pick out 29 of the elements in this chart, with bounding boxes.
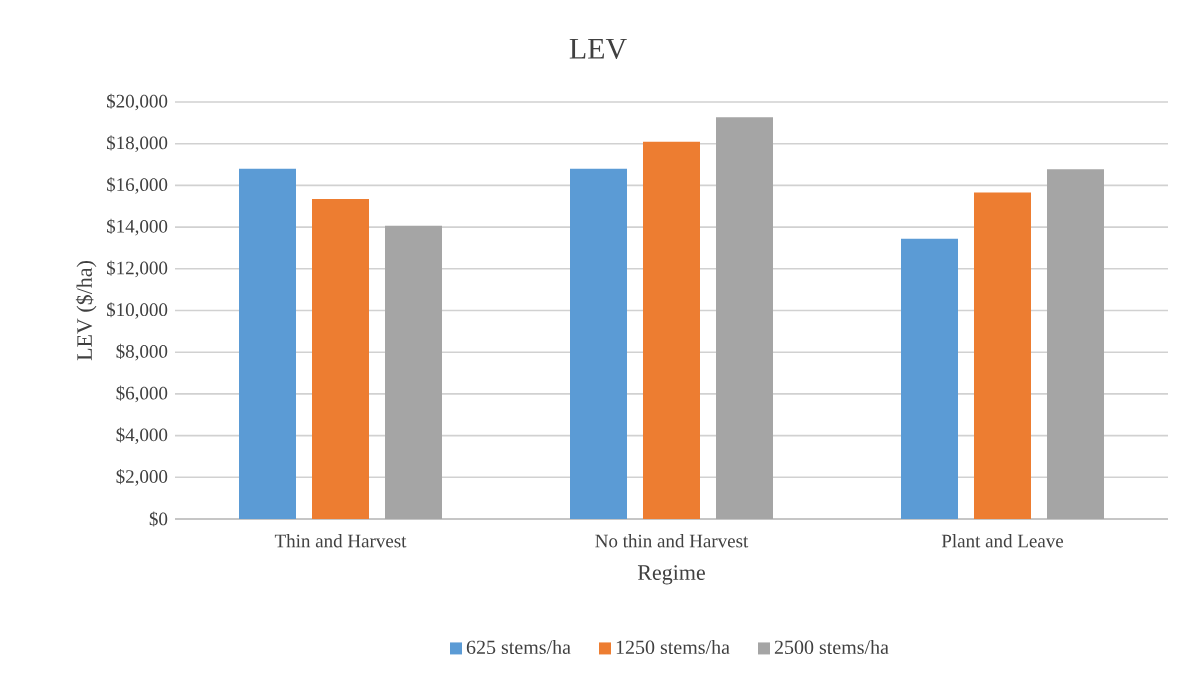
- y-tick-label: $20,000: [107, 93, 168, 111]
- x-tick-label: No thin and Harvest: [595, 534, 749, 548]
- bar: [312, 198, 369, 519]
- bar: [570, 168, 627, 519]
- bar: [385, 225, 442, 519]
- bar: [716, 117, 773, 519]
- y-tick-label: $10,000: [107, 302, 168, 319]
- legend-label: 1250 stems/ha: [616, 639, 730, 655]
- bar: [901, 238, 958, 519]
- y-tick-label: $14,000: [107, 218, 168, 236]
- legend-label: 625 stems/ha: [466, 639, 571, 655]
- y-tick-label: $4,000: [116, 427, 168, 444]
- y-tick-label: $16,000: [107, 177, 168, 194]
- y-tick-label: $12,000: [107, 260, 168, 278]
- y-tick-label: $18,000: [107, 135, 168, 153]
- y-tick-label: $0: [149, 511, 168, 527]
- y-tick-label: $8,000: [116, 343, 168, 361]
- legend-label: 2500 stems/ha: [774, 639, 889, 655]
- y-tick-label: $6,000: [116, 385, 168, 403]
- x-axis-title: Regime: [637, 565, 705, 585]
- bar: [643, 141, 700, 519]
- y-axis-title: LEV ($/ha): [75, 261, 97, 361]
- x-tick-label: Thin and Harvest: [274, 534, 407, 548]
- bar: [239, 168, 296, 519]
- chart-title: LEV: [569, 38, 627, 60]
- bar: [1047, 169, 1104, 519]
- bar: [974, 192, 1031, 519]
- y-tick-label: $2,000: [116, 468, 168, 486]
- x-tick-label: Plant and Leave: [941, 534, 1064, 548]
